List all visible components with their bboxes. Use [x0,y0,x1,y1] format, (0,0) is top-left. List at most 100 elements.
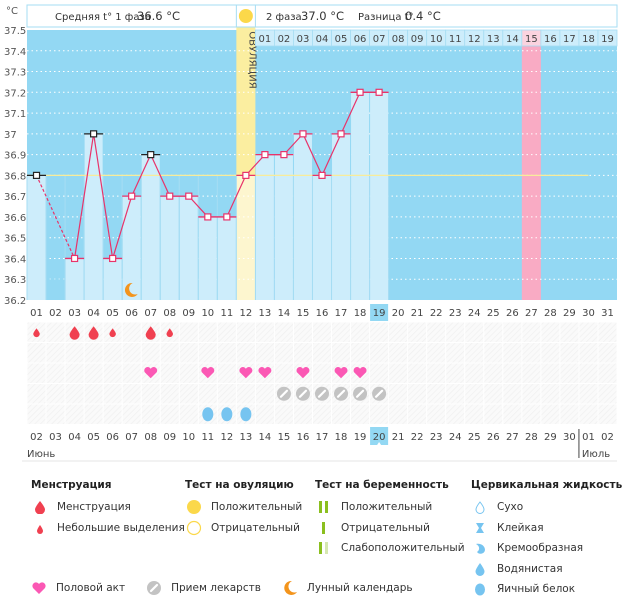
heart-icon[interactable] [258,367,272,379]
temp-bar [255,154,274,300]
egg-white-icon[interactable] [240,407,252,422]
legend-item: Отрицательный [315,518,465,539]
calendar-date-label: 20 [373,432,386,443]
phase2-day-cell [597,29,618,47]
temp-point[interactable] [147,151,155,159]
egg-white-icon[interactable] [202,407,214,422]
current-day-highlight [370,304,389,321]
phase2-label: 2 фаза [266,12,302,23]
temp-bar-empty [46,279,66,300]
legend-label: Менструация [57,501,131,514]
legend-item: Положительный [315,497,465,518]
egg-white-icon[interactable] [221,407,233,422]
today-highlight[interactable] [370,427,389,445]
temp-point[interactable] [337,130,345,138]
legend-label: Кремообразная [497,542,584,555]
temp-point[interactable] [375,88,383,96]
cycle-day-label: 24 [468,308,481,319]
calendar-date-label: 21 [392,432,405,443]
legend-label: Половой акт [56,582,126,594]
y-tick-label: 36.6 [4,213,26,224]
temp-point[interactable] [166,192,174,200]
legend-label: Лунный календарь [306,582,413,594]
heart-icon[interactable] [144,367,158,379]
pill-icon-stripe [279,389,289,398]
phase2-day-label: 01 [259,34,272,45]
temp-line-segment [73,133,95,259]
expected-period-column [521,30,541,300]
ovulation-column-lower [236,175,256,300]
calendar-date-label: 18 [335,432,348,443]
temp-point[interactable] [223,213,231,221]
legend-label: Сухо [497,501,524,514]
temp-point[interactable] [356,88,364,96]
temp-point[interactable] [299,130,307,138]
month-label-july: Июль [582,449,610,460]
menstruation-icon[interactable] [88,326,99,340]
cycle-day-label: 18 [354,308,367,319]
temp-point[interactable] [128,192,136,200]
temp-point[interactable] [261,151,269,159]
temp-bar [217,216,236,300]
y-tick-label: 36.9 [4,151,26,162]
temp-point[interactable] [185,192,193,200]
legend-label: Положительный [341,501,433,514]
sun-outline-icon [185,520,203,536]
moon-icon[interactable] [124,282,138,297]
calendar-date-label: 09 [163,432,176,443]
spotting-icon[interactable] [166,328,173,338]
temp-bar [198,216,217,300]
y-tick-label: 36.7 [4,192,26,203]
temp-point[interactable] [280,151,288,159]
cycle-day-label: 03 [68,308,81,319]
temp-bar [122,196,141,300]
legend-label: Прием лекарств [171,582,261,594]
cycle-day-label: 31 [601,308,614,319]
events-grid [27,322,617,425]
temp-bar [332,133,351,300]
heart-icon[interactable] [296,367,310,379]
phase2-day-label: 15 [525,34,538,45]
y-tick-label: 37.2 [4,88,26,99]
spotting-icon[interactable] [109,328,116,338]
temp-point[interactable] [32,171,41,179]
y-tick-label: 36.2 [4,296,26,307]
y-tick-label: 36.4 [4,254,26,265]
heart-icon[interactable] [239,367,253,379]
phase2-day-label: 08 [392,34,405,45]
legend-item: Небольшие выделения [31,518,185,539]
calendar-date-label: 05 [87,432,100,443]
temp-line-segment [302,133,323,176]
phase2-day-label: 17 [563,34,576,45]
cycle-day-label: 07 [144,308,157,319]
temp-point[interactable] [242,171,250,179]
legend-ovulation-test: Тест на овуляцию Положительный Отрицател… [185,479,302,538]
legend-cervical-fluid: Цервикальная жидкость Сухо Клейкая Кремо… [471,479,622,600]
calendar-date-label: 11 [201,432,214,443]
pill-icon-stripe [374,389,384,398]
pill-icon-stripe [317,389,327,398]
temp-point[interactable] [70,254,79,263]
calendar-date-label: 24 [449,432,462,443]
temp-point[interactable] [204,213,212,221]
cycle-day-label: 01 [30,308,43,319]
spotting-icon[interactable] [33,328,40,338]
temp-point[interactable] [318,171,326,179]
temp-point[interactable] [109,254,117,263]
today-marker-icon [377,442,382,445]
menstruation-icon[interactable] [69,326,80,340]
calendar-date-label: 28 [525,432,538,443]
calendar-date-label: 22 [411,432,424,443]
phase2-day-label: 16 [544,34,557,45]
temp-point[interactable] [90,130,98,138]
heart-icon[interactable] [201,367,215,379]
heart-icon[interactable] [334,367,348,379]
calendar-date-label: 29 [544,432,557,443]
heart-icon[interactable] [353,367,367,379]
menstruation-icon[interactable] [145,326,156,340]
legend-item: Прием лекарств [145,580,261,596]
legend-label: Слабоположительный [341,542,465,555]
one-line-icon [315,520,333,536]
cycle-day-label: 27 [525,308,538,319]
